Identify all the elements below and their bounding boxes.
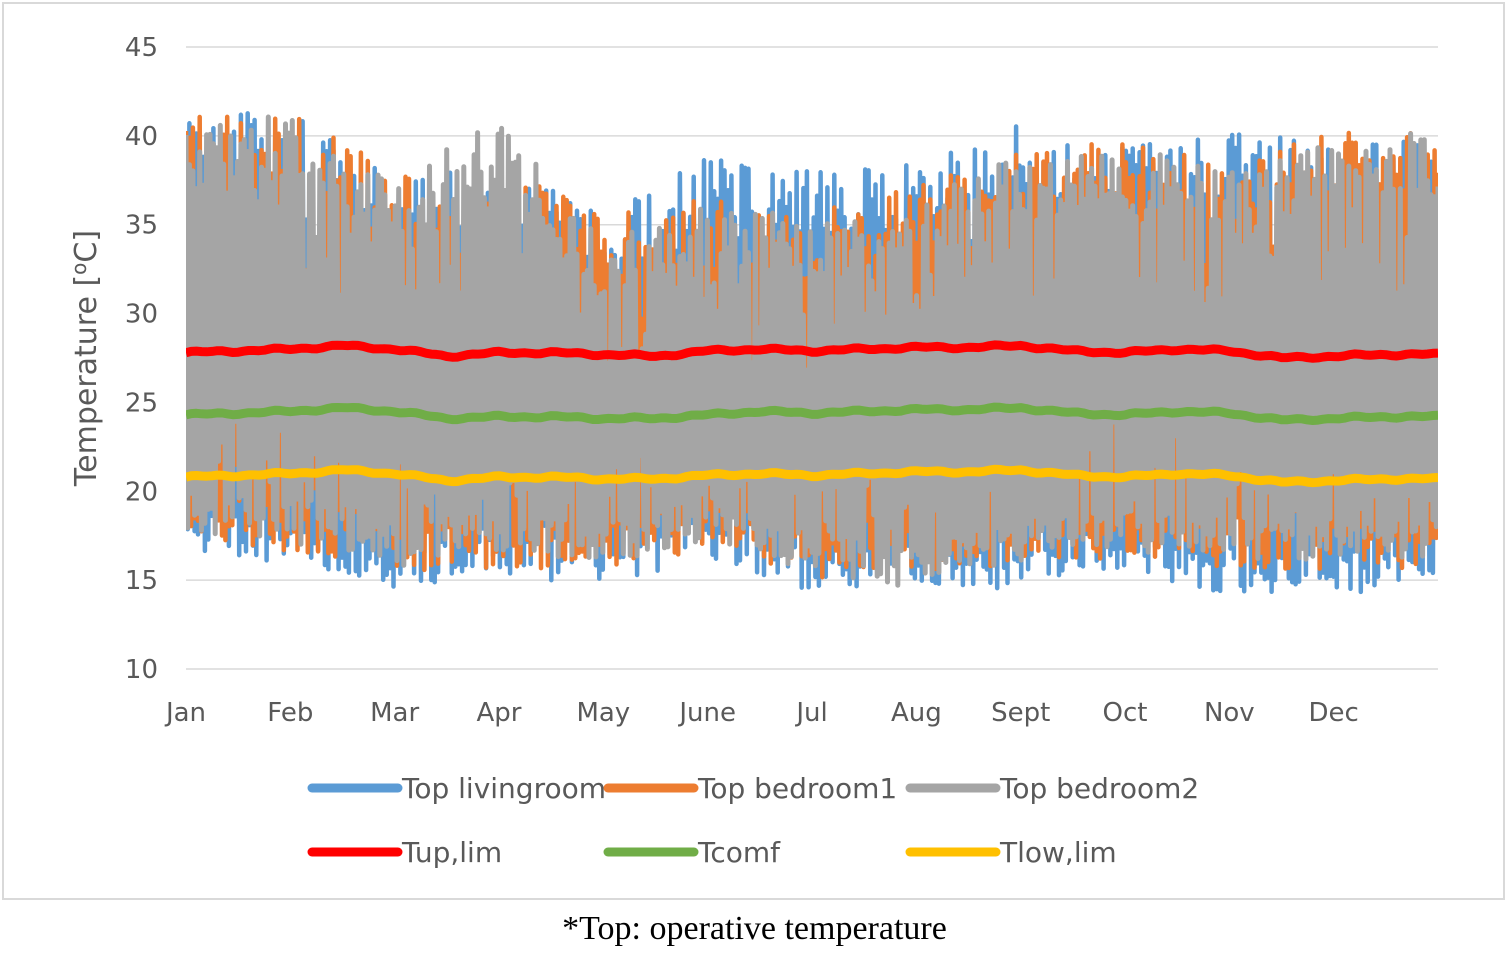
x-tick-label: Jan — [164, 698, 206, 728]
legend-label: Top livingroom — [401, 772, 606, 805]
y-tick-label: 15 — [125, 566, 158, 596]
y-tick-labels: 10 15 20 25 30 35 40 45 — [125, 33, 158, 685]
x-tick-label: May — [576, 698, 630, 728]
x-tick-label: Nov — [1204, 698, 1255, 728]
x-tick-label: Aug — [891, 698, 942, 728]
y-axis-title: Temperature [oC] — [67, 230, 104, 487]
legend-label: Tup,lim — [401, 836, 502, 869]
x-tick-labels: Jan Feb Mar Apr May June Jul Aug Sept Oct Nov Dec — [164, 698, 1359, 728]
legend-label: Top bedroom1 — [697, 772, 897, 805]
legend-label: Tcomf — [697, 836, 781, 869]
legend-label: Tlow,lim — [999, 836, 1117, 869]
x-tick-label: Dec — [1309, 698, 1359, 728]
x-tick-label: Apr — [477, 698, 522, 728]
y-tick-label: 30 — [125, 300, 158, 330]
series-line-top-bedroom2 — [186, 114, 1438, 588]
y-tick-label: 45 — [125, 33, 158, 63]
y-tick-label: 40 — [125, 122, 158, 152]
x-tick-label: Oct — [1103, 698, 1148, 728]
y-tick-label: 25 — [125, 388, 158, 418]
series-line-tlow-lim — [186, 464, 1438, 488]
x-tick-label: Jul — [794, 698, 827, 728]
x-tick-label: Mar — [370, 698, 419, 728]
legend: Top livingroom Top bedroom1 Top bedroom2 Tu… — [307, 772, 1199, 869]
y-tick-label: 20 — [125, 477, 158, 507]
series-line-tcomf — [186, 402, 1438, 425]
series-line-tup-lim — [186, 340, 1438, 363]
x-tick-label: Sept — [991, 698, 1050, 728]
series-lines — [186, 111, 1438, 595]
footnote: *Top: operative temperature — [562, 910, 947, 947]
legend-label: Top bedroom2 — [999, 772, 1199, 805]
y-tick-label: 35 — [125, 211, 158, 241]
y-tick-label: 10 — [125, 655, 158, 685]
x-tick-label: Feb — [267, 698, 313, 728]
chart: 10 15 20 25 30 35 40 45 Jan Feb Mar Apr May June Jul A… — [67, 33, 1438, 869]
x-tick-label: June — [677, 698, 736, 728]
